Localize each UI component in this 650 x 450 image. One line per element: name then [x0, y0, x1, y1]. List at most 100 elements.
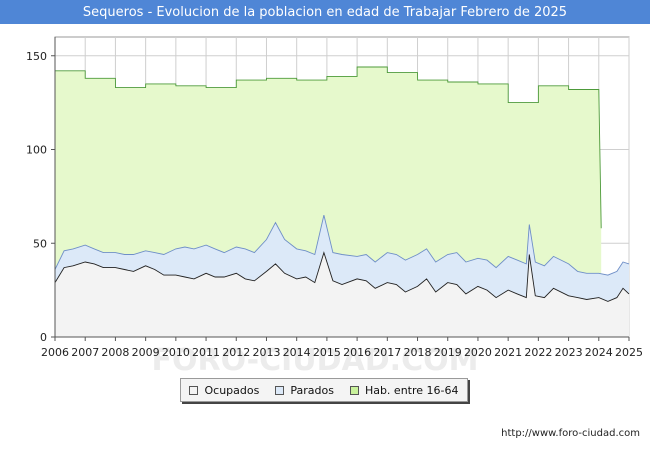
data-point-ocupados [103, 267, 104, 268]
data-point-habitantes [145, 83, 146, 84]
data-point-ocupados [577, 297, 578, 298]
data-point-habitantes [357, 76, 358, 77]
data-point-habitantes [236, 87, 237, 88]
data-point-ocupados [184, 277, 185, 278]
chart-title: Sequeros - Evolucion de la poblacion en … [0, 0, 650, 24]
data-point-ocupados [553, 288, 554, 289]
data-point-parados [175, 248, 176, 249]
data-point-ocupados [175, 275, 176, 276]
y-tick-label-0: 0 [40, 331, 47, 344]
y-tick-label-50: 50 [33, 237, 47, 250]
data-point-ocupados [236, 273, 237, 274]
data-point-ocupados [616, 297, 617, 298]
source-credit[interactable]: http://www.foro-ciudad.com [501, 428, 640, 439]
legend-item-habitantes: Hab. entre 16-64 [349, 383, 459, 397]
data-point-parados [275, 222, 276, 223]
data-point-ocupados [387, 282, 388, 283]
data-point-parados [526, 263, 527, 264]
data-point-parados [616, 271, 617, 272]
data-point-habitantes [326, 80, 327, 81]
data-point-parados [629, 263, 630, 264]
data-point-parados [342, 254, 343, 255]
data-point-parados [133, 254, 134, 255]
x-tick-label-2015: 2015 [313, 346, 341, 359]
data-point-ocupados [508, 290, 509, 291]
x-tick-label-2017: 2017 [373, 346, 401, 359]
data-point-parados [94, 248, 95, 249]
data-point-parados [103, 252, 104, 253]
series-line-parados [54, 214, 630, 276]
data-point-parados [577, 271, 578, 272]
data-point-ocupados [224, 277, 225, 278]
y-axis: 0 50 100 150 [26, 50, 55, 344]
legend-label-habitantes: Hab. entre 16-64 [364, 383, 459, 397]
data-point-parados [465, 262, 466, 263]
data-point-ocupados [496, 297, 497, 298]
data-point-habitantes [508, 83, 509, 84]
data-point-ocupados [314, 282, 315, 283]
data-point-ocupados [284, 273, 285, 274]
data-point-parados [417, 254, 418, 255]
data-point-ocupados [206, 273, 207, 274]
data-point-ocupados [586, 299, 587, 300]
data-point-parados [426, 248, 427, 249]
data-point-ocupados [629, 293, 630, 294]
data-point-ocupados [275, 263, 276, 264]
x-tick-label-2012: 2012 [222, 346, 250, 359]
x-tick-label-2011: 2011 [192, 346, 220, 359]
x-tick-label-2016: 2016 [343, 346, 371, 359]
watermark: FORO-CIUDAD.COM [152, 343, 479, 378]
data-point-parados [314, 254, 315, 255]
data-point-parados [396, 254, 397, 255]
data-point-ocupados [447, 282, 448, 283]
legend-label-parados: Parados [290, 383, 334, 397]
data-point-parados [85, 245, 86, 246]
data-point-habitantes [598, 89, 599, 90]
data-point-ocupados [85, 262, 86, 263]
x-tick-label-2006: 2006 [41, 346, 69, 359]
data-point-parados [115, 252, 116, 253]
data-point-habitantes [206, 87, 207, 88]
data-point-ocupados [64, 267, 65, 268]
data-point-parados [154, 252, 155, 253]
x-tick-label-2008: 2008 [101, 346, 129, 359]
data-point-parados [236, 247, 237, 248]
data-point-parados [305, 250, 306, 251]
data-point-parados [553, 256, 554, 257]
data-point-ocupados [426, 278, 427, 279]
data-point-parados [163, 254, 164, 255]
data-point-parados [206, 245, 207, 246]
data-point-parados [487, 260, 488, 261]
data-point-ocupados [73, 265, 74, 266]
data-point-ocupados [115, 267, 116, 268]
data-point-ocupados [435, 292, 436, 293]
x-tick-label-2024: 2024 [585, 346, 613, 359]
legend-swatch-parados [275, 385, 285, 395]
data-point-ocupados [375, 288, 376, 289]
data-point-habitantes [508, 102, 509, 103]
data-point-habitantes [538, 102, 539, 103]
x-tick-label-2014: 2014 [283, 346, 311, 359]
legend-label-ocupados: Ocupados [204, 383, 260, 397]
data-point-parados [332, 252, 333, 253]
data-point-ocupados [535, 295, 536, 296]
data-point-parados [375, 262, 376, 263]
data-point-parados [366, 254, 367, 255]
data-point-habitantes [296, 80, 297, 81]
data-point-habitantes [417, 80, 418, 81]
data-point-ocupados [163, 275, 164, 276]
data-point-ocupados [296, 278, 297, 279]
series-line-ocupados [54, 251, 630, 302]
data-point-parados [586, 273, 587, 274]
data-point-habitantes [175, 85, 176, 86]
data-point-habitantes [236, 80, 237, 81]
data-point-habitantes [417, 72, 418, 73]
data-point-habitantes [266, 78, 267, 79]
data-point-parados [535, 262, 536, 263]
data-point-habitantes [357, 67, 358, 68]
x-tick-label-2023: 2023 [555, 346, 583, 359]
x-tick-label-2020: 2020 [464, 346, 492, 359]
x-tick-label-2018: 2018 [404, 346, 432, 359]
data-point-parados [529, 224, 530, 225]
